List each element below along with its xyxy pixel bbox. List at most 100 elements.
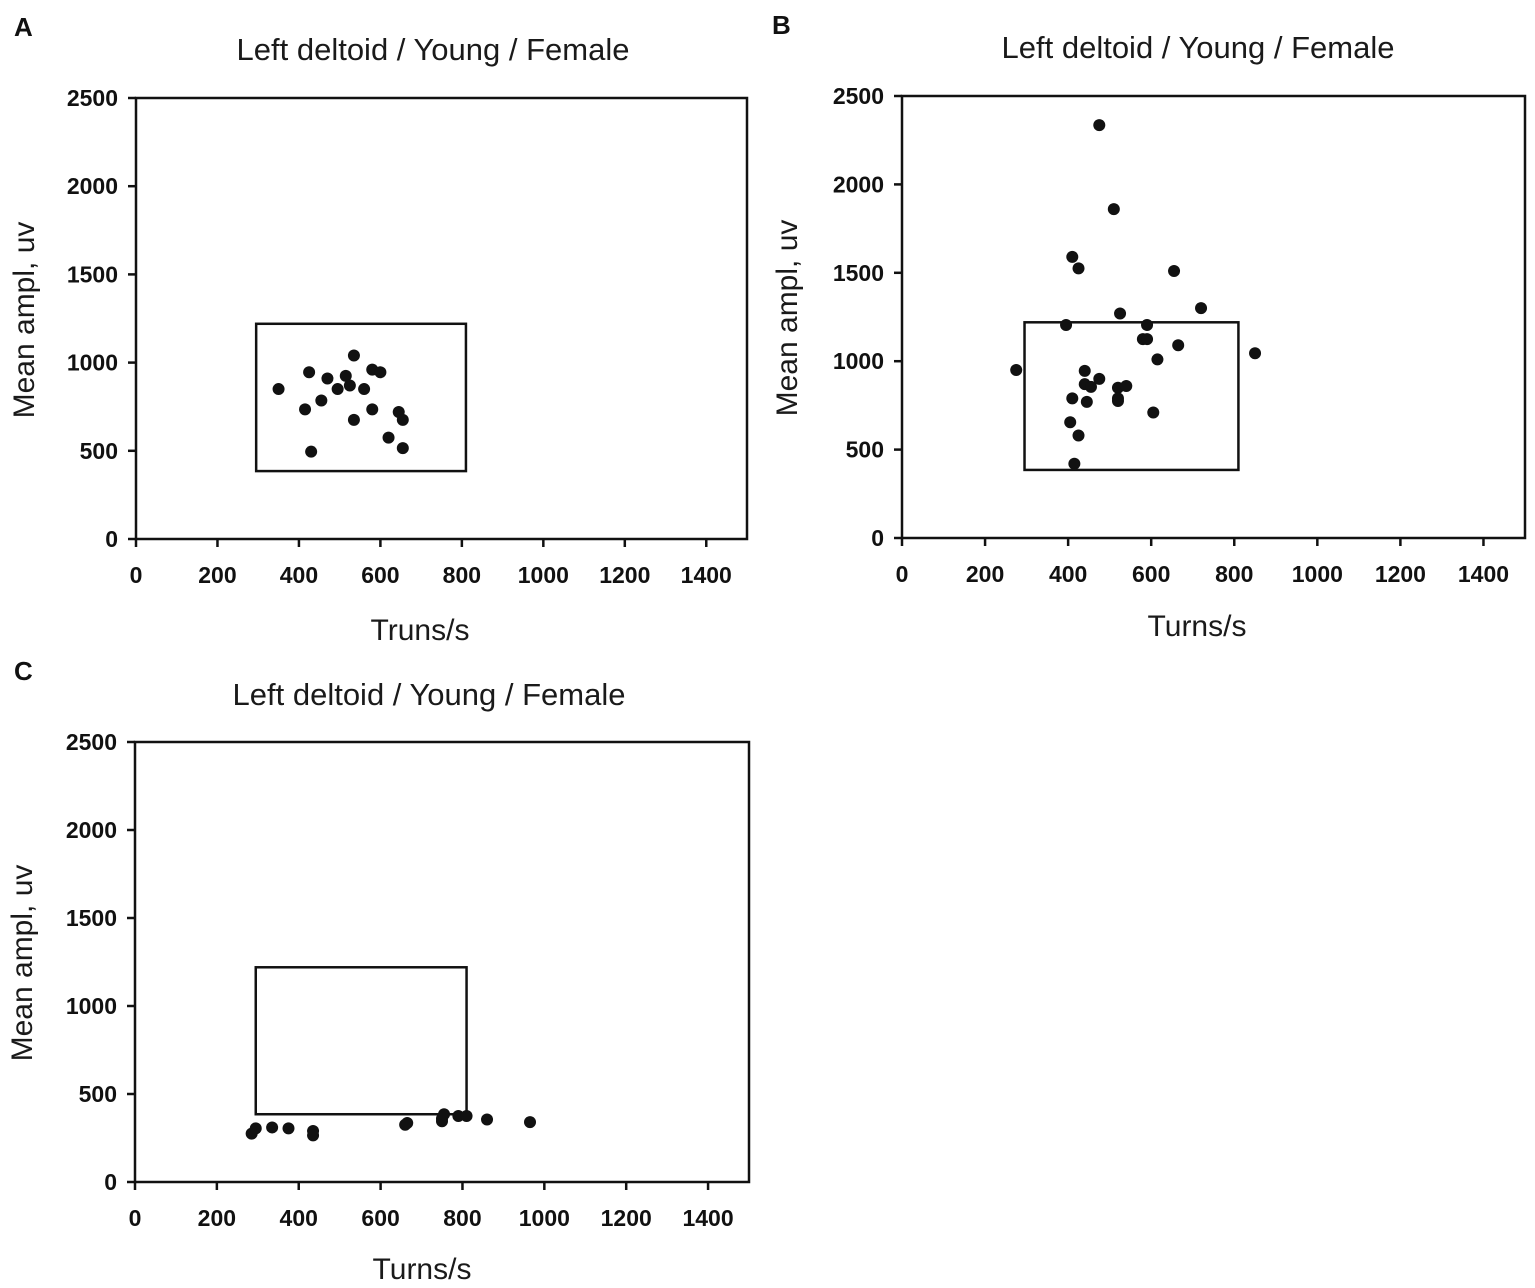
x-tick-label: 200 — [198, 562, 236, 588]
data-point — [1114, 307, 1127, 320]
x-ticks-b: 0 200 400 600 800 1000 1200 1400 — [896, 538, 1509, 587]
data-point — [1195, 302, 1208, 315]
panel-a: A Left deltoid / Young / Female 0 500 1000… — [8, 12, 749, 647]
scatter-points-c — [245, 1108, 537, 1142]
chart-title-c: Left deltoid / Young / Female — [233, 677, 626, 712]
y-axis-label-b: Mean ampl, uv — [771, 220, 804, 417]
y-tick-label: 2000 — [67, 173, 118, 199]
data-point — [1093, 119, 1106, 132]
data-point — [315, 394, 328, 407]
y-tick-label: 2500 — [833, 83, 884, 109]
chart-title-a: Left deltoid / Young / Female — [237, 32, 630, 67]
x-tick-label: 1200 — [599, 562, 650, 588]
x-ticks-c: 0 200 400 600 800 1000 1200 1400 — [129, 1182, 734, 1231]
data-point — [524, 1116, 537, 1129]
data-point — [1172, 339, 1185, 352]
data-point — [460, 1110, 473, 1122]
data-point — [481, 1113, 494, 1126]
data-point — [1141, 333, 1154, 346]
y-tick-label: 500 — [80, 438, 118, 464]
data-point — [343, 379, 356, 392]
data-point — [1060, 318, 1073, 331]
panel-label-c: C — [14, 656, 33, 686]
y-ticks-b: 0 500 1000 1500 2000 2500 — [833, 83, 902, 551]
reference-box-group-b — [1023, 321, 1240, 472]
x-tick-label: 1400 — [1458, 561, 1509, 587]
x-axis-label-b: Turns/s — [1148, 610, 1247, 643]
data-point — [382, 431, 395, 444]
x-tick-label: 200 — [198, 1205, 236, 1231]
x-tick-label: 1200 — [1375, 561, 1426, 587]
data-point — [1093, 372, 1106, 385]
y-tick-label: 500 — [79, 1081, 117, 1107]
data-point — [1066, 250, 1079, 263]
x-tick-label: 600 — [1132, 561, 1170, 587]
y-tick-label: 0 — [104, 1169, 117, 1195]
data-point — [272, 383, 285, 396]
data-point — [1066, 392, 1079, 405]
reference-box — [254, 322, 468, 473]
y-tick-label: 1500 — [66, 905, 117, 931]
data-point — [282, 1122, 295, 1135]
data-point — [1072, 429, 1085, 442]
data-point — [1147, 406, 1160, 419]
x-tick-label: 1000 — [1292, 561, 1343, 587]
y-tick-label: 1000 — [66, 993, 117, 1019]
x-tick-label: 1400 — [681, 562, 732, 588]
data-point — [1064, 416, 1077, 429]
data-point — [1111, 394, 1124, 407]
x-tick-label: 800 — [1215, 561, 1253, 587]
y-tick-label: 0 — [871, 525, 884, 551]
x-ticks-a: 0 200 400 600 800 1000 1200 1400 — [130, 539, 732, 588]
plot-frame-b — [900, 94, 1527, 540]
data-point — [396, 413, 409, 426]
x-axis-label-c: Turns/s — [373, 1253, 472, 1286]
data-point — [331, 383, 344, 396]
data-point — [401, 1117, 414, 1130]
reference-box — [1023, 321, 1240, 472]
reference-box-group-a — [254, 322, 468, 473]
y-tick-label: 500 — [846, 437, 884, 463]
x-axis-label-a: Truns/s — [371, 614, 470, 647]
data-point — [1141, 318, 1154, 331]
y-tick-label: 0 — [105, 526, 118, 552]
x-tick-label: 0 — [130, 562, 143, 588]
data-point — [1084, 380, 1097, 393]
chart-title-b: Left deltoid / Young / Female — [1002, 30, 1395, 65]
x-tick-label: 400 — [280, 1205, 318, 1231]
x-tick-label: 800 — [443, 1205, 481, 1231]
x-tick-label: 400 — [280, 562, 318, 588]
reference-box — [254, 966, 468, 1116]
x-tick-label: 600 — [361, 1205, 399, 1231]
y-tick-label: 2000 — [833, 171, 884, 197]
data-point — [1072, 262, 1085, 275]
data-point — [299, 403, 312, 416]
y-ticks-a: 0 500 1000 1500 2000 2500 — [67, 85, 136, 552]
data-point — [1120, 379, 1133, 392]
x-tick-label: 400 — [1049, 561, 1087, 587]
y-tick-label: 1000 — [833, 348, 884, 374]
data-point — [249, 1122, 262, 1135]
plot-frame-a — [134, 96, 749, 541]
y-axis-label-a: Mean ampl, uv — [8, 222, 41, 419]
x-tick-label: 0 — [129, 1205, 142, 1231]
data-point — [1078, 364, 1091, 377]
data-point — [305, 445, 318, 458]
data-point — [303, 366, 316, 379]
panel-c: C Left deltoid / Young / Female 0 500 1000… — [6, 656, 751, 1286]
y-tick-label: 1500 — [67, 261, 118, 287]
data-point — [307, 1129, 320, 1142]
x-tick-label: 1000 — [518, 562, 569, 588]
data-point — [396, 442, 409, 455]
y-tick-label: 2500 — [66, 729, 117, 755]
data-point — [1151, 353, 1164, 366]
y-tick-label: 2500 — [67, 85, 118, 111]
y-tick-label: 1500 — [833, 260, 884, 286]
data-point — [347, 349, 360, 362]
y-tick-label: 1000 — [67, 350, 118, 376]
data-point — [1080, 395, 1093, 408]
x-tick-label: 1200 — [601, 1205, 652, 1231]
data-point — [1107, 203, 1120, 216]
x-tick-label: 200 — [966, 561, 1004, 587]
